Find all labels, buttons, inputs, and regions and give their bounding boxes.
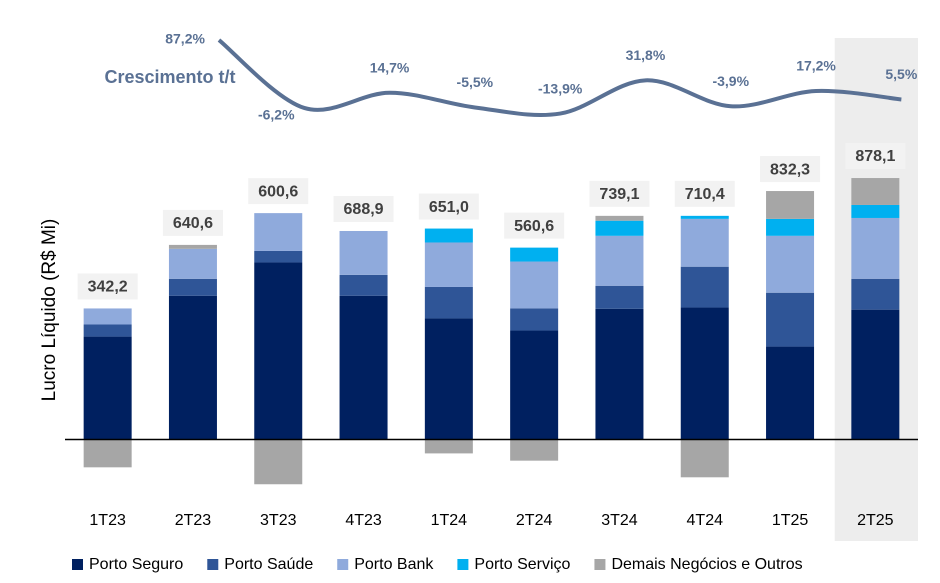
bar-segment xyxy=(83,336,132,440)
total-label: 651,0 xyxy=(429,199,469,216)
x-tick-label: 1T24 xyxy=(431,512,468,529)
bar-segment xyxy=(83,308,132,325)
bar-segment xyxy=(510,439,559,461)
growth-label: 31,8% xyxy=(626,47,666,63)
total-label-box xyxy=(504,212,565,239)
x-tick-label: 1T23 xyxy=(89,512,126,529)
x-tick-label: 4T23 xyxy=(345,512,382,529)
bar-segment xyxy=(339,295,388,440)
bar-segment xyxy=(595,285,644,309)
growth-label: 14,7% xyxy=(370,59,410,75)
bar-segment xyxy=(595,308,644,440)
x-tick-label: 3T23 xyxy=(260,512,297,529)
bar-segment xyxy=(168,295,217,440)
legend-label: Demais Negócios e Outros xyxy=(611,556,802,573)
bar-segment xyxy=(766,346,815,440)
total-label: 688,9 xyxy=(344,201,384,218)
bar-segment xyxy=(680,307,729,440)
bar-segment xyxy=(424,286,473,319)
legend-swatch xyxy=(457,559,469,570)
bar-segment xyxy=(680,215,729,219)
growth-label: 17,2% xyxy=(796,58,836,74)
bar-segment xyxy=(510,261,559,309)
legend-label: Porto Seguro xyxy=(89,556,183,573)
bar-segment xyxy=(510,308,559,331)
x-tick-label: 2T25 xyxy=(857,512,894,529)
bar-segment xyxy=(851,278,900,310)
total-label: 739,1 xyxy=(599,186,639,203)
legend-swatch xyxy=(72,559,83,570)
bar-segment xyxy=(766,292,815,347)
bar-segment xyxy=(595,215,644,221)
total-label-box xyxy=(760,156,821,183)
bar-segment xyxy=(254,250,303,263)
bar-segment xyxy=(766,235,815,293)
growth-label: -13,9% xyxy=(538,80,583,96)
bar-segment xyxy=(254,439,303,485)
total-label: 342,2 xyxy=(88,279,128,296)
total-label-box xyxy=(589,180,650,207)
bar-segment xyxy=(680,218,729,267)
bar-segment xyxy=(766,218,815,236)
bar-segment xyxy=(168,278,217,296)
legend-swatch xyxy=(207,559,219,570)
bar-segment xyxy=(254,262,303,440)
bar-segment xyxy=(168,244,217,249)
total-label-box xyxy=(845,143,906,170)
total-label: 640,6 xyxy=(173,215,213,232)
total-label: 878,1 xyxy=(855,148,895,165)
legend-swatch xyxy=(594,559,606,570)
bar-segment xyxy=(595,220,644,236)
x-tick-label: 2T24 xyxy=(516,512,553,529)
growth-label: 87,2% xyxy=(165,31,205,47)
legend-label: Porto Saúde xyxy=(224,556,313,573)
x-tick-label: 3T24 xyxy=(601,512,638,529)
total-label: 600,6 xyxy=(258,183,298,200)
total-label-box xyxy=(674,180,735,207)
x-tick-label: 2T23 xyxy=(175,512,212,529)
bar-segment xyxy=(680,439,729,478)
total-label: 710,4 xyxy=(685,186,725,203)
bar-segment xyxy=(851,217,900,279)
growth-label: 5,5% xyxy=(885,66,917,82)
total-label: 560,6 xyxy=(514,218,554,235)
growth-line xyxy=(217,38,902,117)
x-tick-label: 4T24 xyxy=(687,512,724,529)
bar-segment xyxy=(510,247,559,262)
legend-label: Porto Bank xyxy=(354,556,434,573)
bar-segment xyxy=(168,248,217,279)
total-label-box xyxy=(418,193,479,220)
bar-segment xyxy=(424,439,473,454)
legend-label: Porto Serviço xyxy=(474,556,570,573)
growth-label: -6,2% xyxy=(258,107,295,123)
bar-segment xyxy=(339,274,388,296)
total-label-box xyxy=(248,178,309,205)
total-label-box xyxy=(162,209,223,236)
growth-label: -5,5% xyxy=(457,74,494,90)
bar-segment xyxy=(595,235,644,286)
bar-segment xyxy=(766,191,815,219)
bar-segment xyxy=(339,230,388,275)
bar-segment xyxy=(424,318,473,440)
x-tick-label: 1T25 xyxy=(772,512,809,529)
bar-segment xyxy=(424,242,473,287)
legend-swatch xyxy=(337,559,349,570)
bar-segment xyxy=(510,330,559,440)
y-axis-label: Lucro Líquido (R$ Mi) xyxy=(39,219,60,402)
bar-segment xyxy=(424,228,473,243)
bar-segment xyxy=(83,324,132,337)
total-label-box xyxy=(333,195,394,222)
bar-segment xyxy=(254,213,303,251)
total-label-box xyxy=(77,273,138,300)
total-label: 832,3 xyxy=(770,161,810,178)
bar-segment xyxy=(851,204,900,218)
bar-segment xyxy=(851,178,900,205)
line-series-label: Crescimento t/t xyxy=(104,67,235,87)
bar-segment xyxy=(83,439,132,468)
growth-label: -3,9% xyxy=(712,73,749,89)
bar-segment xyxy=(851,309,900,440)
bar-segment xyxy=(680,266,729,308)
